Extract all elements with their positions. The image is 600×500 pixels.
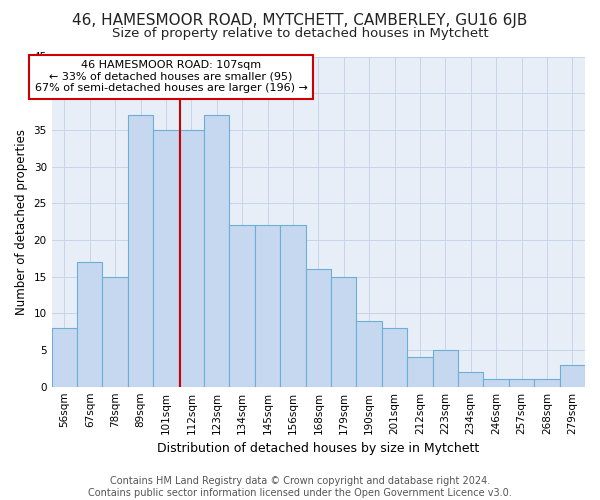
Text: Contains HM Land Registry data © Crown copyright and database right 2024.
Contai: Contains HM Land Registry data © Crown c… <box>88 476 512 498</box>
Bar <box>52 328 77 386</box>
Y-axis label: Number of detached properties: Number of detached properties <box>15 128 28 314</box>
Bar <box>305 270 331 386</box>
Bar <box>331 276 356 386</box>
Bar <box>179 130 204 386</box>
Bar <box>534 380 560 386</box>
Text: 46, HAMESMOOR ROAD, MYTCHETT, CAMBERLEY, GU16 6JB: 46, HAMESMOOR ROAD, MYTCHETT, CAMBERLEY,… <box>73 12 527 28</box>
Bar <box>229 226 255 386</box>
Bar <box>407 358 433 386</box>
X-axis label: Distribution of detached houses by size in Mytchett: Distribution of detached houses by size … <box>157 442 479 455</box>
Bar <box>509 380 534 386</box>
Bar <box>103 276 128 386</box>
Bar <box>484 380 509 386</box>
Bar <box>458 372 484 386</box>
Text: Size of property relative to detached houses in Mytchett: Size of property relative to detached ho… <box>112 28 488 40</box>
Text: 46 HAMESMOOR ROAD: 107sqm
← 33% of detached houses are smaller (95)
67% of semi-: 46 HAMESMOOR ROAD: 107sqm ← 33% of detac… <box>35 60 307 94</box>
Bar <box>128 115 153 386</box>
Bar <box>280 226 305 386</box>
Bar <box>560 364 585 386</box>
Bar <box>255 226 280 386</box>
Bar <box>77 262 103 386</box>
Bar <box>433 350 458 387</box>
Bar <box>204 115 229 386</box>
Bar <box>382 328 407 386</box>
Bar <box>153 130 179 386</box>
Bar <box>356 320 382 386</box>
